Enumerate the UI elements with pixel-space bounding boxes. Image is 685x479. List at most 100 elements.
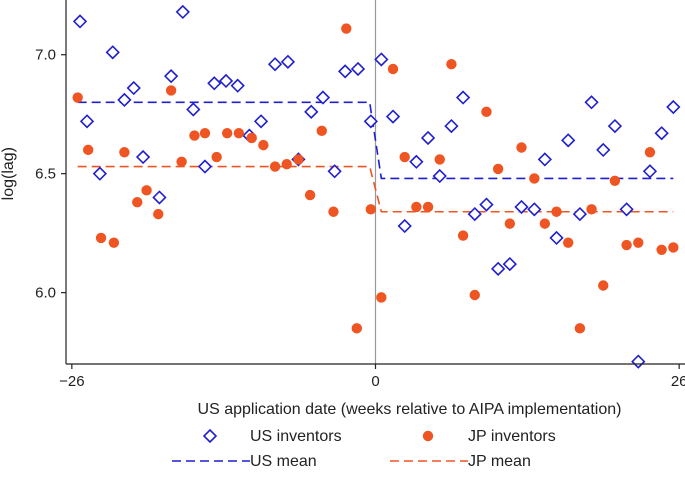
jp-inventor-point <box>233 128 245 139</box>
us-inventor-point <box>397 218 412 234</box>
us-inventor-point <box>572 206 588 222</box>
jp-inventor-point <box>132 197 143 208</box>
jp-inventor-point <box>316 125 327 137</box>
us-inventor-point <box>175 4 190 20</box>
jp-inventor-point <box>586 204 597 215</box>
us-inventor-point <box>267 57 283 72</box>
jp-inventor-point <box>199 128 211 139</box>
jp-inventor-point <box>504 218 516 229</box>
us-inventor-point <box>327 164 342 179</box>
jp-inventor-point <box>221 128 233 139</box>
us-inventor-point <box>584 95 599 110</box>
us-inventor-point <box>619 202 634 217</box>
us-inventor-point <box>631 354 646 369</box>
mean-line-jp <box>77 165 674 213</box>
us-inventor-point <box>152 190 167 205</box>
jp-inventor-point <box>644 147 656 158</box>
us-inventor-point <box>363 114 378 129</box>
us-inventor-point <box>654 126 669 141</box>
us-inventor-point <box>549 230 564 246</box>
legend-item: US inventors <box>202 428 342 445</box>
jp-inventor-point <box>108 237 120 248</box>
jp-inventor-point <box>269 161 281 172</box>
mean-line-us <box>77 101 674 180</box>
plot-area <box>72 0 681 369</box>
jp-inventor-point <box>258 139 269 151</box>
legend-diamond-icon <box>202 428 218 444</box>
jp-inventor-point <box>609 175 621 187</box>
jp-inventor-point <box>387 63 399 75</box>
legend-label: US mean <box>250 453 317 470</box>
jp-inventor-point <box>563 237 574 248</box>
us-inventor-point <box>105 45 120 60</box>
jp-inventor-point <box>95 232 107 244</box>
us-inventor-point <box>280 54 296 69</box>
legend: US inventors JP inventors US mean JP mean <box>172 428 556 470</box>
us-inventor-point <box>420 130 436 146</box>
us-inventor-point <box>607 118 623 134</box>
us-inventor-point <box>479 197 494 212</box>
x-tick-label: 26 <box>671 373 685 390</box>
us-inventor-point <box>666 99 681 115</box>
us-inventor-point <box>455 90 471 105</box>
jp-inventor-point <box>165 85 177 96</box>
y-tick-label: 6.5 <box>35 166 56 183</box>
jp-inventor-point <box>668 242 679 253</box>
legend-item: JP mean <box>390 453 531 470</box>
jp-inventor-point <box>82 144 94 156</box>
us-inventor-point <box>72 14 88 29</box>
jp-inventor-point <box>457 230 469 241</box>
jp-inventor-point <box>304 189 316 201</box>
jp-inventor-point <box>539 218 551 229</box>
jp-inventor-point <box>656 244 667 256</box>
us-inventor-point <box>444 118 459 134</box>
us-inventor-point <box>350 61 366 77</box>
us-inventor-point <box>117 92 132 108</box>
legend-dot-icon <box>422 430 434 442</box>
jp-inventor-point <box>328 206 339 217</box>
x-tick-label: −26 <box>59 373 84 390</box>
y-tick-label: 6.0 <box>35 285 56 302</box>
jp-inventor-point <box>598 280 609 291</box>
jp-inventor-point <box>529 173 540 184</box>
legend-item: JP inventors <box>422 428 556 445</box>
jp-inventor-point <box>281 158 292 170</box>
jp-inventor-point <box>492 163 504 175</box>
legend-item: US mean <box>172 453 317 470</box>
us-inventor-point <box>527 202 542 217</box>
x-axis-label: US application date (weeks relative to A… <box>198 401 622 418</box>
jp-inventor-point <box>434 154 445 165</box>
jp-inventor-point <box>153 208 164 220</box>
jp-inventor-point <box>574 323 586 334</box>
us-inventor-point <box>304 104 319 119</box>
jp-inventor-point <box>365 204 377 215</box>
jp-inventor-point <box>246 132 257 144</box>
us-inventor-point <box>432 168 447 184</box>
us-inventor-point <box>374 52 389 67</box>
jp-inventor-point <box>211 151 222 163</box>
us-inventor-point <box>253 114 269 129</box>
legend-label: JP mean <box>468 453 531 470</box>
us-inventor-point <box>467 206 482 222</box>
jp-inventor-point <box>293 154 304 165</box>
jp-inventor-point <box>551 206 562 217</box>
jp-inventor-point <box>341 23 352 34</box>
us-inventor-point <box>514 199 529 215</box>
us-inventor-point <box>135 149 151 165</box>
us-inventor-point <box>315 90 331 105</box>
jp-inventor-point <box>411 201 422 213</box>
us-inventor-point <box>409 154 424 169</box>
jp-inventor-point <box>516 142 527 153</box>
legend-label: US inventors <box>250 428 342 445</box>
jp-inventor-point <box>621 239 632 251</box>
us-inventor-point <box>207 76 222 91</box>
us-inventor-point <box>79 114 95 129</box>
jp-inventor-point <box>633 237 644 248</box>
jp-inventor-point <box>481 106 492 118</box>
us-inventor-point <box>163 68 179 84</box>
us-inventor-point <box>197 159 213 174</box>
us-inventor-point <box>596 142 611 158</box>
jp-inventor-point <box>119 147 130 158</box>
